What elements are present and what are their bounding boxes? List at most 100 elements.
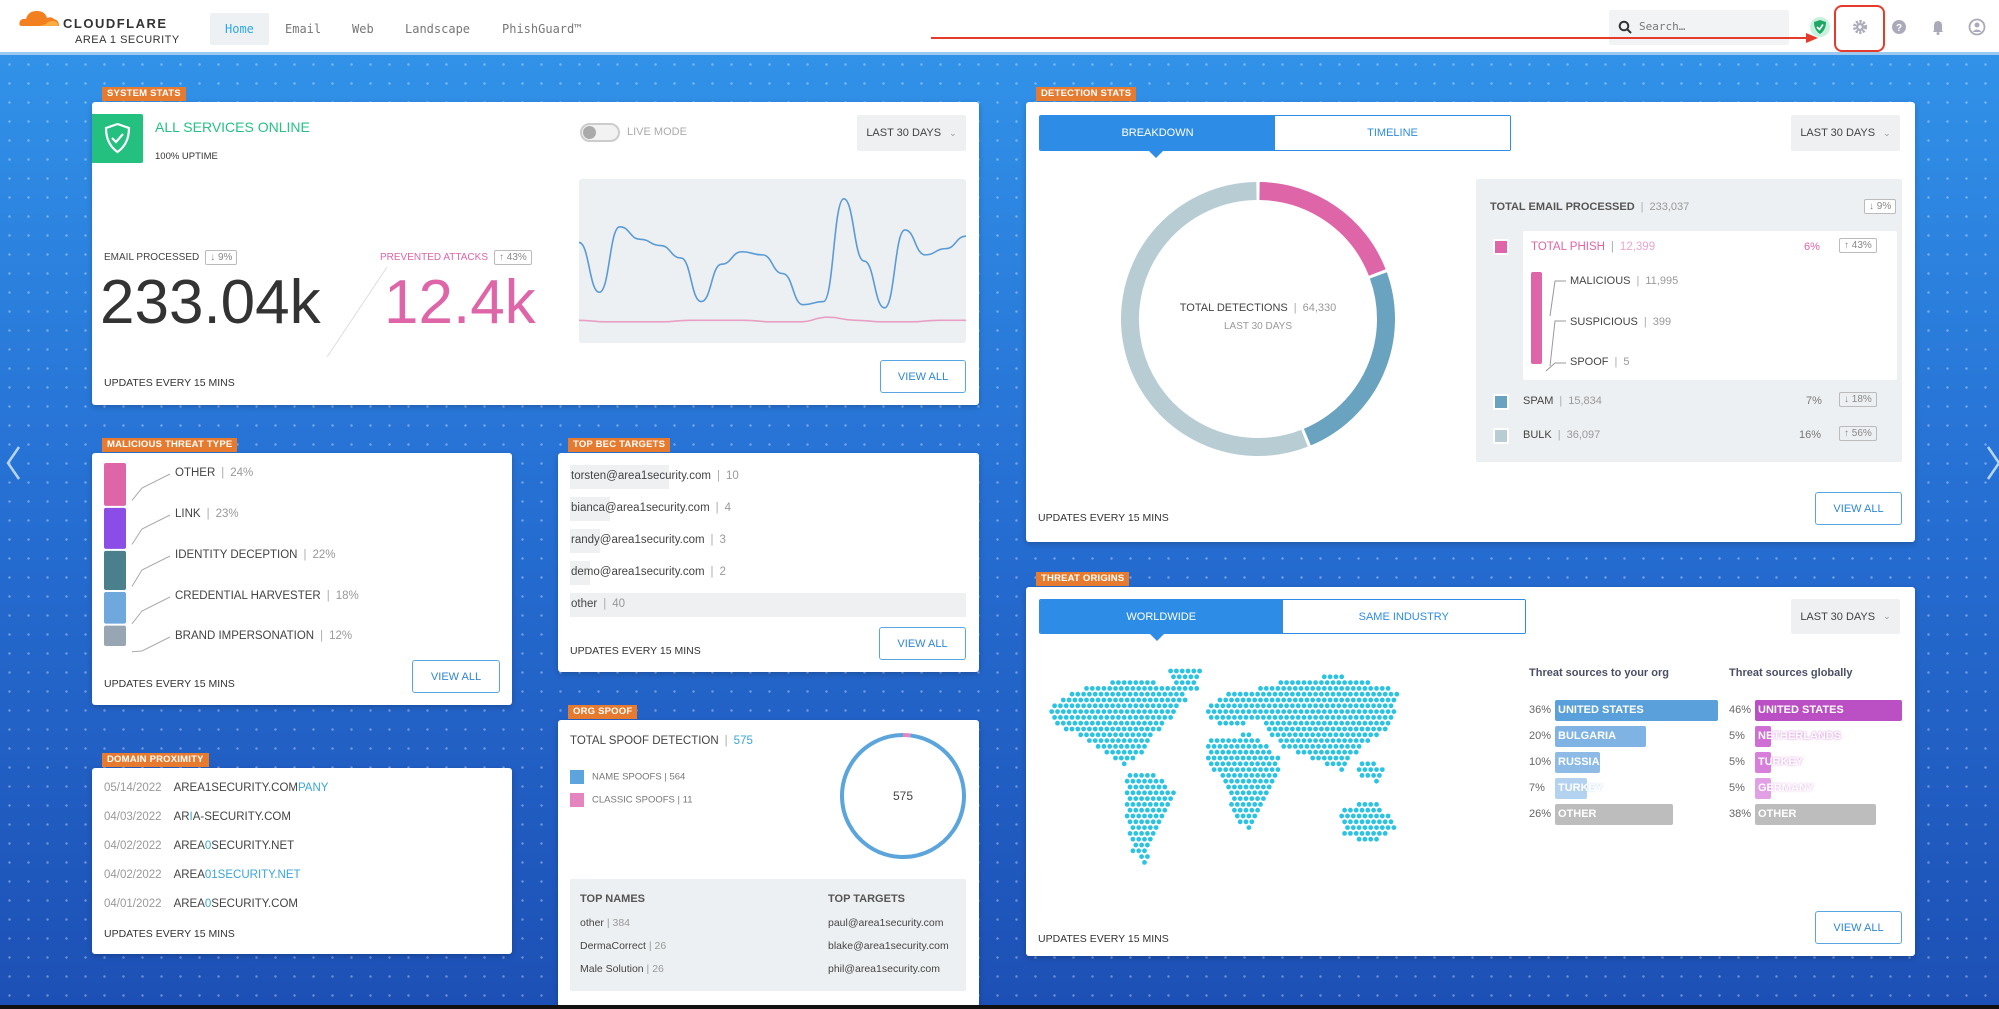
section-tag: TOP BEC TARGETS <box>568 438 671 452</box>
global-source-pct: 5% <box>1729 782 1745 794</box>
phish-stack-bar <box>1531 272 1542 364</box>
tab-timeline[interactable]: TIMELINE <box>1275 116 1510 150</box>
map-dot <box>1249 703 1255 709</box>
view-all-button[interactable]: VIEW ALL <box>880 360 966 393</box>
map-dot <box>1365 819 1371 825</box>
map-dot <box>1087 691 1092 697</box>
bell-icon[interactable] <box>1928 17 1948 37</box>
date-range-dropdown[interactable]: LAST 30 DAYS ⌄ <box>1791 599 1900 634</box>
map-dot <box>1121 703 1127 709</box>
map-dot <box>1310 732 1316 738</box>
map-dot <box>1249 784 1255 790</box>
label: SUSPICIOUS <box>1570 316 1638 328</box>
view-all-button[interactable]: VIEW ALL <box>879 627 966 660</box>
map-dot <box>1353 831 1359 836</box>
search-input[interactable]: Search… <box>1609 10 1789 45</box>
top-target-item[interactable]: blake@area1security.com <box>828 940 949 952</box>
tab-landscape[interactable]: Landscape <box>405 22 471 36</box>
map-dot <box>1223 755 1229 761</box>
gear-icon[interactable] <box>1850 17 1870 37</box>
shield-check-icon[interactable] <box>1810 17 1830 37</box>
map-dot <box>1330 691 1336 697</box>
view-all-button[interactable]: VIEW ALL <box>1815 911 1902 944</box>
tab-home[interactable]: Home <box>210 13 269 45</box>
date-range-dropdown[interactable]: LAST 30 DAYS ⌄ <box>857 115 966 151</box>
map-dot <box>1362 732 1368 738</box>
svg-text:?: ? <box>1896 23 1902 34</box>
live-mode-label: LIVE MODE <box>627 126 687 138</box>
map-dot <box>1313 726 1318 732</box>
map-dot <box>1072 697 1078 703</box>
tab-breakdown[interactable]: BREAKDOWN <box>1040 116 1275 150</box>
view-all-button[interactable]: VIEW ALL <box>1815 492 1902 525</box>
map-dot <box>1266 784 1272 790</box>
map-dot <box>1374 825 1379 830</box>
map-dot <box>1232 773 1237 778</box>
map-dot <box>1284 715 1289 720</box>
top-target-item[interactable]: phil@area1security.com <box>828 963 941 975</box>
map-dot <box>1118 732 1124 738</box>
chevron-right-icon[interactable] <box>1985 443 1999 483</box>
tab-phishguard[interactable]: PhishGuard™ <box>502 22 582 36</box>
cloudflare-logo[interactable]: CLOUDFLARE AREA 1 SECURITY <box>18 6 188 48</box>
view-all-button[interactable]: VIEW ALL <box>412 660 500 693</box>
map-dot <box>1142 720 1147 726</box>
map-dot <box>1310 720 1316 726</box>
map-dot <box>1342 831 1347 836</box>
domain-row[interactable]: 04/01/2022 AREA0SECURITY.COM <box>104 898 298 910</box>
top-target-item[interactable]: paul@area1security.com <box>828 917 944 929</box>
value: 399 <box>1652 316 1672 328</box>
map-dot <box>1232 749 1237 755</box>
bec-target-row[interactable]: other | 40 <box>571 598 626 610</box>
map-dot <box>1281 709 1287 714</box>
date-range-dropdown[interactable]: LAST 30 DAYS ⌄ <box>1791 115 1900 151</box>
map-dot <box>1382 691 1388 697</box>
bec-target-row[interactable]: randy@area1security.com | 3 <box>571 534 726 546</box>
map-dot <box>1362 720 1368 726</box>
map-dot <box>1145 842 1150 848</box>
map-dot <box>1307 703 1313 709</box>
map-dot <box>1301 715 1307 720</box>
live-mode-toggle[interactable] <box>580 123 620 142</box>
updates-text: UPDATES EVERY 15 MINS <box>1038 512 1169 524</box>
updates-text: UPDATES EVERY 15 MINS <box>1038 933 1169 945</box>
bec-target-row[interactable]: bianca@area1security.com | 4 <box>571 502 732 514</box>
system-stats-card: SYSTEM STATS ALL SERVICES ONLINE 100% UP… <box>92 87 979 405</box>
map-dot <box>1353 715 1359 720</box>
map-dot <box>1284 691 1289 697</box>
tab-worldwide[interactable]: WORLDWIDE <box>1040 600 1283 633</box>
user-icon[interactable] <box>1967 17 1987 37</box>
map-dot <box>1121 761 1127 767</box>
map-dot <box>1234 744 1240 749</box>
tab-same-industry[interactable]: SAME INDUSTRY <box>1282 600 1525 633</box>
map-dot <box>1147 709 1153 714</box>
map-dot <box>1174 691 1179 697</box>
activity-sparkline <box>579 179 966 343</box>
map-dot <box>1374 697 1379 703</box>
map-dot <box>1208 715 1214 720</box>
map-dot <box>1171 790 1176 796</box>
domain-row[interactable]: 04/03/2022 ARIA-SECURITY.COM <box>104 811 291 823</box>
map-dot <box>1348 726 1353 732</box>
map-dot <box>1133 842 1139 848</box>
domain-row[interactable]: 04/02/2022 AREA01SECURITY.NET <box>104 869 301 881</box>
chevron-left-icon[interactable] <box>4 443 22 483</box>
domain-row[interactable]: 05/14/2022 AREA1SECURITY.COMPANY <box>104 782 328 794</box>
bec-target-row[interactable]: torsten@area1security.com | 10 <box>571 470 739 482</box>
tab-email[interactable]: Email <box>285 22 322 36</box>
bec-target-row[interactable]: demo@area1security.com | 2 <box>571 566 726 578</box>
map-dot <box>1362 836 1368 842</box>
map-dot <box>1368 767 1374 772</box>
map-dot <box>1176 674 1182 680</box>
map-dot <box>1255 691 1260 697</box>
map-dot <box>1232 703 1237 709</box>
tab-web[interactable]: Web <box>352 22 374 36</box>
map-dot <box>1304 697 1310 703</box>
map-dot <box>1147 813 1153 819</box>
map-dot <box>1208 703 1214 709</box>
help-icon[interactable]: ? <box>1889 17 1909 37</box>
map-dot <box>1336 761 1342 767</box>
domain-row[interactable]: 04/02/2022 AREA0SECURITY.NET <box>104 840 294 852</box>
map-dot <box>1371 807 1376 813</box>
map-dot <box>1278 680 1284 685</box>
